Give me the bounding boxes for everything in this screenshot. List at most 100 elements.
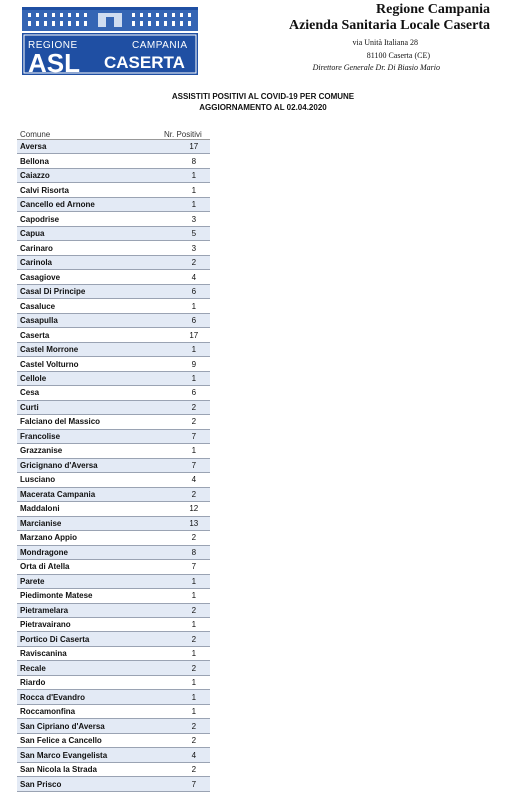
comune-cell: Pietramelara: [20, 605, 69, 615]
comune-cell: Capua: [20, 229, 45, 239]
comune-cell: Bellona: [20, 156, 49, 166]
comune-cell: Carinola: [20, 258, 53, 268]
comune-cell: Orta di Atella: [20, 562, 70, 572]
table-row: Castel Morrone 1: [17, 342, 210, 358]
table-row: Capodrise 3: [17, 212, 210, 227]
header-positivi: Nr. Positivi: [164, 130, 202, 139]
table-body: Aversa 17 Bellona 8 Caiazzo 1 Calvi Risorta 1 Ca…: [17, 140, 210, 792]
comune-cell: Pietravairano: [20, 620, 71, 630]
table-row: Macerata Campania 2: [17, 487, 210, 503]
table-header: Comune Nr. Positivi: [17, 126, 210, 140]
comune-cell: Castel Volturno: [20, 359, 79, 369]
table-row: Carinaro 3: [17, 241, 210, 256]
positivi-cell: 17: [189, 142, 199, 152]
positivi-cell: 4: [191, 272, 197, 282]
comune-cell: Casapulla: [20, 316, 58, 326]
comune-cell: Cellole: [20, 373, 47, 383]
palace-icon: [22, 7, 198, 31]
positivi-cell: 1: [191, 649, 197, 659]
comune-cell: Curti: [20, 402, 39, 412]
comune-cell: Casal Di Principe: [20, 287, 86, 297]
positivi-cell: 9: [191, 359, 197, 369]
table-row: Marcianise 13: [17, 516, 210, 532]
positivi-cell: 2: [191, 258, 197, 268]
logo-asl-text: ASL: [28, 48, 80, 75]
positivi-cell: 4: [191, 750, 197, 760]
comune-cell: Cancello ed Arnone: [20, 200, 95, 210]
positivi-cell: 7: [191, 779, 197, 789]
table-row: San Nicola la Strada 2: [17, 762, 210, 778]
address-street: via Unità Italiana 28: [352, 38, 418, 47]
comune-cell: Cesa: [20, 388, 40, 398]
positivi-cell: 2: [191, 721, 197, 731]
positivi-cell: 3: [191, 243, 197, 253]
table-row: Pietramelara 2: [17, 603, 210, 618]
comune-cell: Roccamonfina: [20, 707, 76, 717]
table-row: San Cipriano d'Aversa 2: [17, 719, 210, 734]
table-row: San Marco Evangelista 4: [17, 748, 210, 763]
positivi-cell: 1: [191, 200, 197, 210]
table-row: Lusciano 4: [17, 473, 210, 488]
comune-cell: Capodrise: [20, 214, 60, 224]
positivi-cell: 1: [191, 591, 197, 601]
table-row: Curti 2: [17, 400, 210, 416]
comune-cell: Castel Morrone: [20, 345, 79, 355]
comune-cell: Marzano Appio: [20, 533, 78, 543]
table-row: Orta di Atella 7: [17, 560, 210, 575]
positivi-cell: 4: [191, 475, 197, 485]
document-header: REGIONE CAMPANIA ASL CASERTA Regione Cam…: [0, 0, 506, 80]
table-row: Casaluce 1: [17, 299, 210, 314]
table-row: Maddaloni 12: [17, 502, 210, 517]
table-row: Casapulla 6: [17, 313, 210, 329]
positivi-cell: 2: [191, 533, 197, 543]
positivi-cell: 6: [191, 287, 197, 297]
positivi-cell: 2: [191, 489, 197, 499]
comune-cell: Parete: [20, 576, 45, 586]
address-city: 81100 Caserta (CE): [366, 51, 430, 60]
comune-cell: Grazzanise: [20, 446, 63, 456]
comune-cell: Raviscanina: [20, 649, 67, 659]
table-row: Gricignano d'Aversa 7: [17, 458, 210, 474]
positivi-cell: 7: [191, 431, 197, 441]
comune-cell: Casagiove: [20, 272, 61, 282]
positivi-cell: 17: [189, 330, 199, 340]
comune-cell: Carinaro: [20, 243, 53, 253]
positivi-cell: 3: [191, 214, 197, 224]
table-row: Casal Di Principe 6: [17, 284, 210, 300]
comune-cell: Rocca d'Evandro: [20, 692, 86, 702]
table-row: Cellole 1: [17, 371, 210, 387]
table-row: Roccamonfina 1: [17, 704, 210, 720]
comune-cell: Macerata Campania: [20, 489, 96, 499]
positivi-cell: 13: [189, 518, 199, 528]
table-row: Pietravairano 1: [17, 617, 210, 633]
table-row: Falciano del Massico 2: [17, 415, 210, 430]
positivi-cell: 2: [191, 663, 197, 673]
table-row: Portico Di Caserta 2: [17, 632, 210, 647]
table-row: Casagiove 4: [17, 270, 210, 285]
positivi-cell: 2: [191, 736, 197, 746]
positivi-cell: 2: [191, 417, 197, 427]
comune-cell: Lusciano: [20, 475, 56, 485]
positives-table: Comune Nr. Positivi Aversa 17 Bellona 8 Caia…: [17, 126, 210, 792]
positivi-cell: 8: [191, 547, 197, 557]
positivi-cell: 5: [191, 229, 197, 239]
org-region: Regione Campania: [376, 2, 490, 17]
positivi-cell: 7: [191, 460, 197, 470]
logo-caserta-text: CASERTA: [104, 53, 185, 72]
comune-cell: Portico Di Caserta: [20, 634, 90, 644]
positivi-cell: 2: [191, 634, 197, 644]
comune-cell: Piedimonte Matese: [20, 591, 93, 601]
comune-cell: Maddaloni: [20, 504, 60, 514]
table-row: Caserta 17: [17, 328, 210, 343]
table-row: Castel Volturno 9: [17, 357, 210, 372]
comune-cell: Falciano del Massico: [20, 417, 101, 427]
positivi-cell: 1: [191, 301, 197, 311]
director-name: Direttore Generale Dr. Di Biasio Mario: [312, 63, 440, 72]
positivi-cell: 6: [191, 388, 197, 398]
comune-cell: San Prisco: [20, 779, 62, 789]
positivi-cell: 12: [189, 504, 199, 514]
positivi-cell: 1: [191, 171, 197, 181]
table-row: Calvi Risorta 1: [17, 183, 210, 198]
table-row: San Prisco 7: [17, 777, 210, 792]
positivi-cell: 2: [191, 402, 197, 412]
